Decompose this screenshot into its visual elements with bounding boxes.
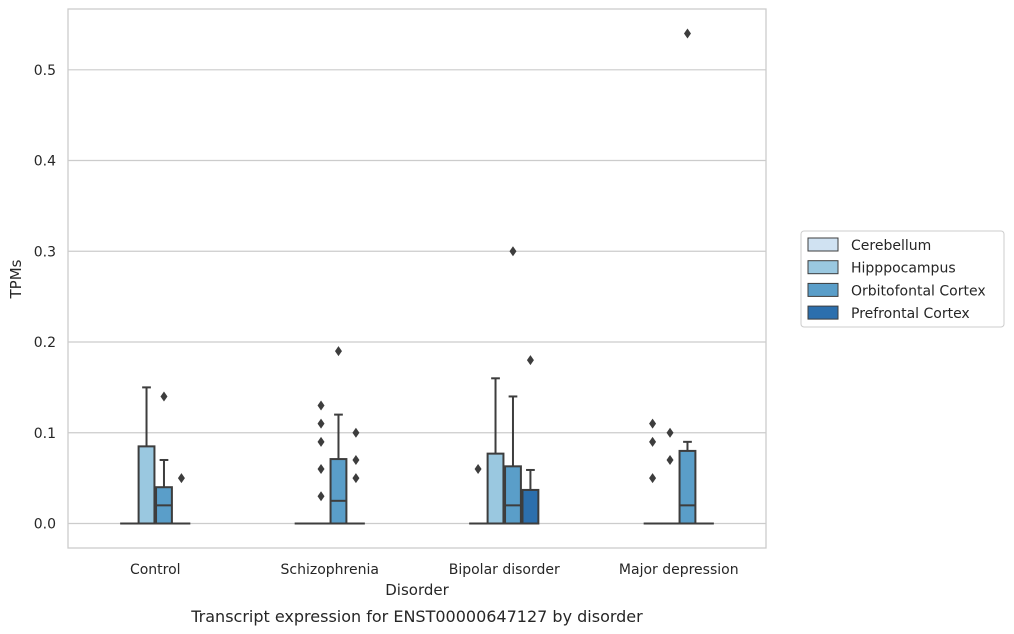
box-prefrontal-cortex-0 (172, 473, 191, 525)
box-cerebellum-2 (469, 464, 487, 525)
box (678, 449, 697, 525)
outlier-point (666, 427, 674, 438)
x-axis-label: Disorder (385, 581, 449, 599)
box-orbitofontal-cortex-0 (155, 391, 173, 525)
legend-label: Prefrontal Cortex (851, 306, 970, 322)
box (329, 458, 348, 525)
x-tick-label: Schizophrenia (281, 562, 379, 578)
legend-label: Orbitofontal Cortex (851, 283, 986, 299)
plot-frame (67, 8, 767, 549)
legend-swatch (807, 282, 839, 297)
y-tick-label: 0.4 (34, 154, 56, 170)
box-cerebellum-3 (643, 418, 662, 525)
outlier-point (317, 400, 325, 411)
y-tick-label: 0.1 (34, 426, 56, 442)
x-tick-label: Bipolar disorder (449, 562, 560, 578)
outlier-point (160, 391, 168, 402)
y-tick-label: 0.5 (34, 63, 56, 79)
y-tick-label: 0.0 (34, 517, 56, 533)
box-hipppocampus-2 (486, 377, 505, 525)
outlier-point (509, 246, 517, 257)
box-orbitofontal-cortex-1 (329, 346, 348, 525)
legend-frame (800, 230, 1005, 328)
legend-label: Hipppocampus (851, 261, 956, 277)
outlier-point (177, 473, 185, 484)
legend-swatch (807, 237, 839, 252)
y-axis-label: TPMs (7, 259, 25, 299)
x-tick-label: Major depression (619, 562, 739, 578)
box-prefrontal-cortex-1 (347, 427, 365, 525)
box-hipppocampus-1 (312, 400, 330, 525)
box-hipppocampus-3 (661, 427, 679, 525)
boxplots (120, 28, 714, 525)
box-orbitofontal-cortex-3 (678, 28, 697, 525)
box (504, 465, 522, 525)
outlier-point (683, 28, 691, 39)
box (521, 488, 540, 525)
outlier-point (352, 473, 360, 484)
legend-label: Cerebellum (851, 238, 931, 254)
box (137, 445, 156, 525)
outlier-point (317, 491, 325, 502)
outlier-point (317, 464, 325, 475)
y-tick-label: 0.3 (34, 244, 56, 260)
chart-caption: Transcript expression for ENST0000064712… (190, 607, 643, 626)
outlier-point (526, 355, 534, 366)
outlier-point (317, 436, 325, 447)
outlier-point (352, 427, 360, 438)
box-hipppocampus-0 (137, 386, 156, 525)
outlier-point (474, 464, 482, 475)
legend-swatch (807, 305, 839, 320)
y-tick-label: 0.2 (34, 335, 56, 351)
x-tick-label: Control (130, 562, 181, 578)
x-axis-ticks: Control Schizophrenia Bipolar disorder Majo… (130, 562, 739, 578)
box (486, 452, 505, 525)
outlier-point (649, 473, 657, 484)
legend-swatch (807, 260, 839, 275)
outlier-point (666, 454, 674, 465)
box-prefrontal-cortex-2 (521, 355, 540, 525)
box-orbitofontal-cortex-2 (504, 246, 522, 525)
y-axis-ticks: 0.0 0.1 0.2 0.3 0.4 0.5 (34, 63, 56, 533)
outlier-point (649, 418, 657, 429)
outlier-point (317, 418, 325, 429)
outlier-point (352, 454, 360, 465)
outlier-point (649, 436, 657, 447)
legend: Cerebellum Hipppocampus Orbitofontal Corte… (800, 230, 1005, 328)
outlier-point (334, 346, 342, 357)
